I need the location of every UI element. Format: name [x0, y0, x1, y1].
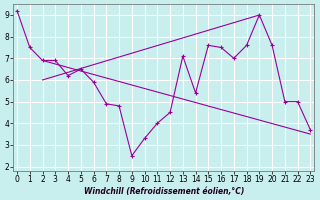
X-axis label: Windchill (Refroidissement éolien,°C): Windchill (Refroidissement éolien,°C)	[84, 187, 244, 196]
